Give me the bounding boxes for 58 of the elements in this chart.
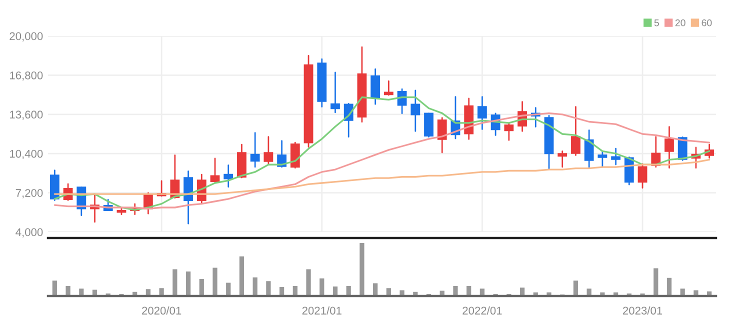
- candlestick: [384, 80, 394, 96]
- bar: [251, 276, 259, 296]
- bar: [184, 270, 192, 296]
- candlestick: [598, 150, 608, 168]
- candlestick: [370, 68, 380, 105]
- candlestick: [410, 90, 420, 132]
- bar: [652, 266, 660, 296]
- bar: [211, 266, 219, 296]
- bar: [238, 255, 246, 296]
- bar: [158, 286, 166, 296]
- candlestick: [437, 117, 447, 154]
- candlestick: [250, 132, 260, 168]
- bar: [304, 268, 312, 296]
- candlestick: [571, 106, 580, 156]
- x-tick-label: 2021/01: [302, 306, 342, 315]
- candlestick: [210, 158, 220, 183]
- candlestick: [424, 112, 434, 138]
- candlestick: [50, 170, 60, 201]
- candlestick: [504, 122, 514, 141]
- y-tick-label: 10,400: [10, 150, 43, 160]
- y-tick-label: 16,800: [10, 71, 43, 81]
- bar: [465, 284, 473, 296]
- candlestick: [264, 136, 274, 164]
- y-tick-label: 7,200: [16, 189, 43, 198]
- legend-label: 5: [654, 19, 659, 26]
- y-tick-label: 13,600: [10, 110, 43, 120]
- candlestick: [611, 148, 621, 166]
- legend-label: 20: [675, 19, 686, 26]
- bar: [344, 284, 352, 296]
- x-tick-label: 2023/01: [623, 306, 662, 315]
- x-tick-label: 2022/01: [462, 306, 502, 315]
- bar: [358, 242, 366, 296]
- bar: [384, 286, 392, 296]
- bar: [666, 276, 673, 296]
- bar: [198, 278, 206, 296]
- bar: [572, 279, 580, 296]
- bar: [50, 279, 58, 296]
- candlestick: [224, 164, 234, 188]
- bar: [518, 286, 526, 296]
- bar: [291, 284, 299, 296]
- candlestick: [664, 126, 674, 169]
- candlestick: [584, 130, 594, 168]
- bar: [278, 286, 286, 296]
- candlestick: [184, 170, 193, 224]
- bar: [318, 277, 326, 296]
- candlestick: [558, 150, 568, 168]
- candlestick: [638, 163, 648, 189]
- bar: [264, 280, 272, 296]
- y-tick-label: 4,000: [16, 228, 43, 238]
- bar: [372, 282, 380, 296]
- candlestick: [477, 96, 487, 130]
- bar: [171, 268, 179, 296]
- y-tick-label: 20,000: [10, 32, 43, 42]
- candlestick: [330, 72, 340, 114]
- bar: [332, 285, 339, 296]
- bar: [224, 281, 232, 296]
- x-tick-label: 2020/01: [142, 306, 182, 315]
- legend-label: 60: [702, 19, 712, 26]
